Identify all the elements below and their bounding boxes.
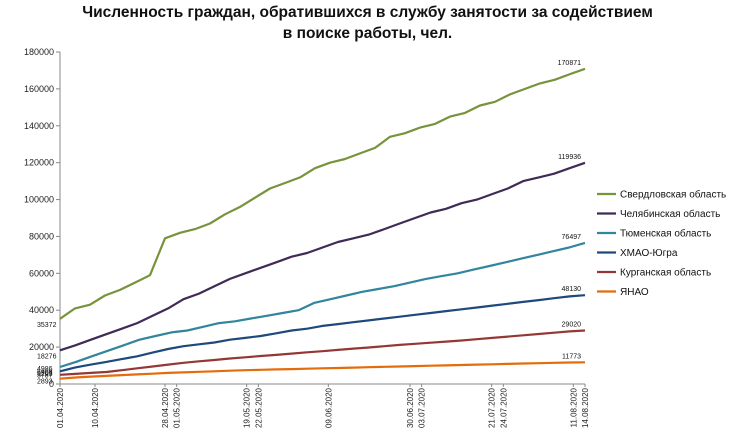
- y-tick-label: 60000: [29, 268, 54, 278]
- series-start-label: 9203: [37, 371, 53, 378]
- x-tick-label: 24.07.2020: [499, 387, 508, 428]
- x-tick-label: 28.04.2020: [161, 387, 170, 428]
- extra-start-label: 5787: [37, 372, 53, 379]
- chart-title: Численность граждан, обратившихся в служ…: [0, 2, 735, 44]
- x-tick-label: 19.05.2020: [243, 387, 252, 428]
- y-tick-label: 80000: [29, 231, 54, 241]
- series-start-label: 18276: [37, 353, 57, 360]
- series-end-label: 76497: [562, 234, 582, 241]
- chart-title-line1: Численность граждан, обратившихся в служ…: [82, 4, 653, 21]
- series-end-label: 48130: [562, 286, 582, 293]
- series-line-4: [59, 294, 586, 373]
- x-tick-label: 22.05.2020: [254, 387, 263, 428]
- legend-label: Тюменская область: [620, 228, 711, 240]
- legend-label: Курганская область: [620, 267, 711, 279]
- series-end-label: 29020: [562, 321, 582, 328]
- legend-label: ХМАО-Югра: [620, 248, 678, 259]
- legend-label: Свердловская область: [620, 189, 726, 201]
- x-tick-label: 01.05.2020: [173, 387, 182, 428]
- series-line-2: [59, 161, 586, 352]
- series-line-6: [59, 361, 586, 380]
- x-tick-label: 30.06.2020: [406, 387, 415, 428]
- series-start-label: 35372: [37, 322, 57, 329]
- y-tick-label: 100000: [24, 195, 54, 205]
- series-end-label: 170871: [558, 60, 581, 67]
- chart-title-line2: в поиске работы, чел.: [282, 25, 453, 42]
- series-start-label: 2893: [37, 379, 53, 386]
- y-tick-label: 20000: [29, 342, 54, 352]
- x-tick-label: 01.04.2020: [56, 387, 65, 428]
- series-end-label: 11773: [562, 353, 581, 360]
- series-end-label: 119936: [558, 154, 581, 161]
- x-tick-label: 10.04.2020: [91, 387, 100, 428]
- x-tick-label: 14.08.2020: [581, 387, 590, 428]
- legend-label: ЯНАО: [620, 287, 649, 298]
- y-tick-label: 140000: [24, 121, 54, 131]
- x-tick-label: 09.06.2020: [324, 387, 333, 428]
- legend-label: Челябинская область: [620, 208, 720, 220]
- x-tick-label: 11.08.2020: [569, 387, 578, 427]
- series-line-3: [59, 241, 586, 369]
- series-line-5: [59, 329, 586, 376]
- y-tick-label: 180000: [24, 47, 54, 57]
- y-tick-label: 160000: [24, 84, 54, 94]
- series-line-1: [59, 67, 586, 320]
- series-start-label: 6908: [37, 369, 53, 376]
- x-tick-label: 21.07.2020: [488, 387, 497, 428]
- y-tick-label: 120000: [24, 158, 54, 168]
- series-start-label: 4986: [37, 366, 53, 373]
- y-tick-label: 0: [49, 379, 54, 389]
- x-tick-label: 03.07.2020: [418, 387, 427, 428]
- y-tick-label: 40000: [29, 305, 54, 315]
